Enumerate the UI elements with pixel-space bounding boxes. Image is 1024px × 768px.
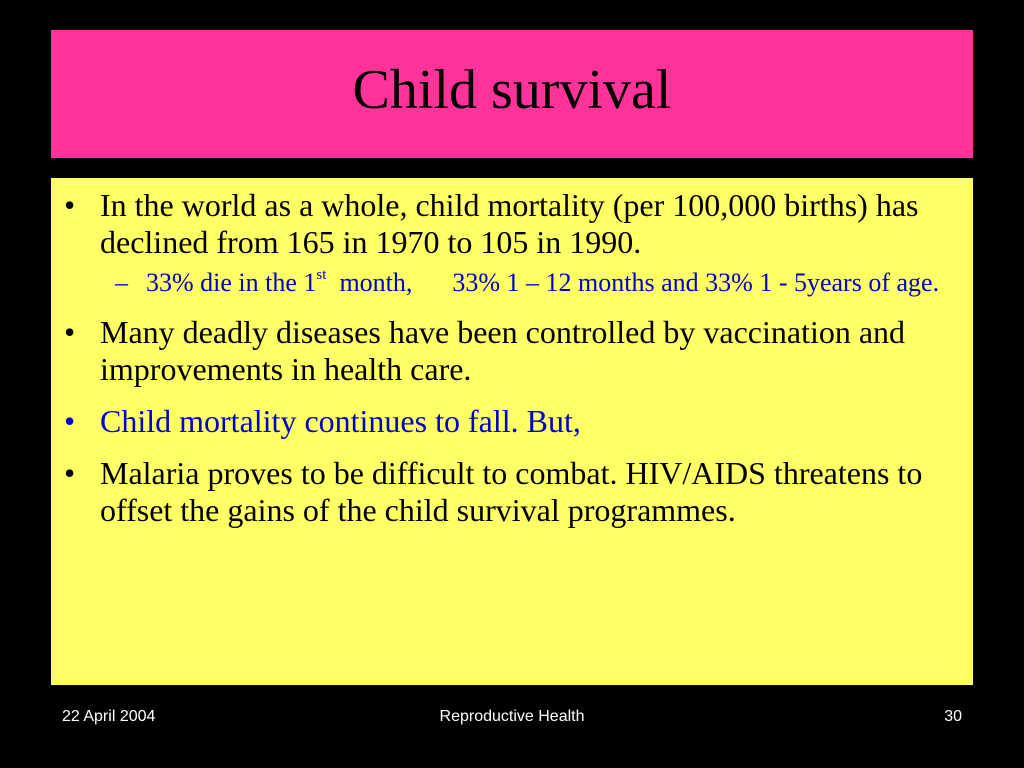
bullet-item-4: • Malaria proves to be difficult to comb… [51, 455, 973, 529]
bullet-marker: • [64, 403, 76, 439]
ordinal-superscript: st [316, 267, 327, 283]
sub-bullet-text-part2: month, [326, 268, 413, 297]
footer-title: Reproductive Health [439, 708, 585, 725]
bullet-item-3: • Child mortality continues to fall. But… [51, 403, 973, 440]
bullet-marker: • [64, 455, 76, 491]
sub-bullet-marker: – [115, 268, 128, 297]
bullet-marker: • [64, 314, 76, 350]
bullet-item-2: • Many deadly diseases have been control… [51, 314, 973, 388]
bullet-list: • In the world as a whole, child mortali… [51, 187, 973, 544]
bullet-text: Child mortality continues to fall. But, [100, 403, 581, 439]
footer-date: 22 April 2004 [62, 708, 156, 725]
bullet-text: Many deadly diseases have been controlle… [100, 314, 906, 387]
bullet-text: Malaria proves to be difficult to combat… [100, 455, 923, 528]
title-box: Child survival [51, 30, 973, 158]
slide-title: Child survival [352, 59, 672, 121]
sub-bullet-text-part1: 33% die in the 1 [146, 268, 317, 297]
bullet-text: In the world as a whole, child mortality… [100, 187, 919, 260]
sub-bullet-item-1: – 33% die in the 1st month, 33% 1 – 12 mo… [51, 266, 973, 299]
content-box: • In the world as a whole, child mortali… [51, 178, 973, 685]
bullet-item-1: • In the world as a whole, child mortali… [51, 187, 973, 261]
sub-bullet-text-part3: 33% 1 – 12 months and 33% 1 - 5years of … [452, 268, 940, 297]
bullet-marker: • [64, 187, 76, 223]
footer-page-number: 30 [944, 708, 962, 725]
